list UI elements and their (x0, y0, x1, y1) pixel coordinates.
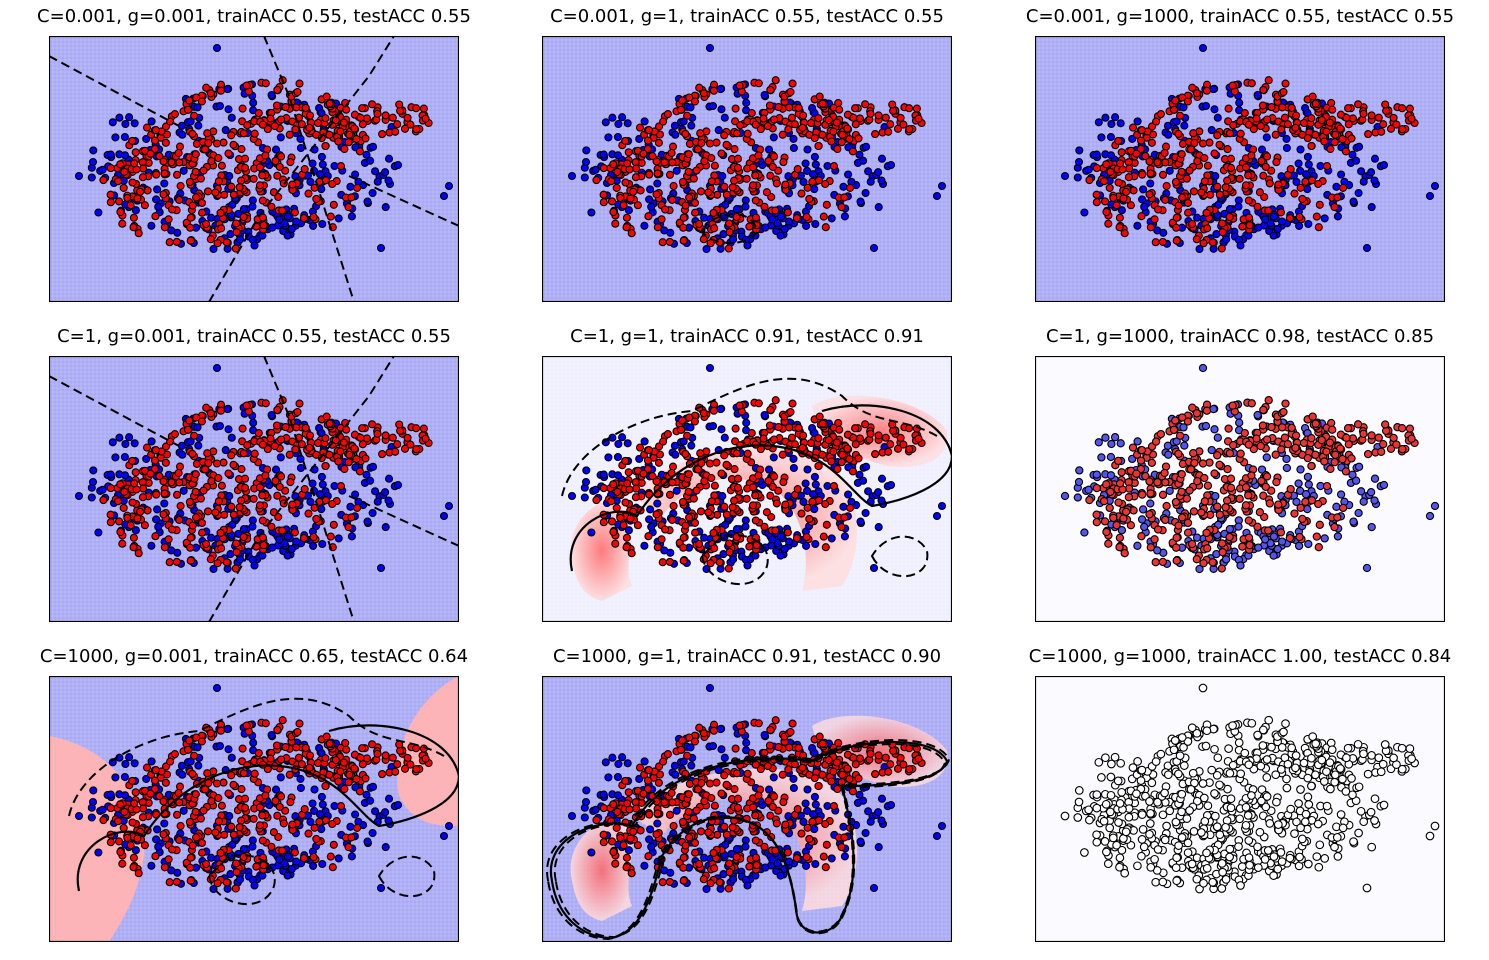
svm-subplot: C=0.001, g=1000, trainACC 0.55, testACC … (1026, 6, 1454, 302)
decision-boundary (561, 377, 952, 585)
decision-boundary (546, 739, 951, 940)
svm-subplot: C=0.001, g=0.001, trainACC 0.55, testACC… (37, 6, 471, 302)
subplot-axes (542, 676, 952, 942)
svm-subplot: C=1, g=0.001, trainACC 0.55, testACC 0.5… (49, 326, 459, 622)
scatter-points (74, 43, 454, 254)
subplot-title: C=0.001, g=1000, trainACC 0.55, testACC … (1025, 6, 1455, 27)
decision-boundary (68, 697, 459, 905)
subplot-title: C=1, g=1, trainACC 0.91, testACC 0.91 (570, 326, 924, 347)
subplot-axes (1035, 356, 1445, 622)
subplot-axes (49, 36, 459, 302)
subplot-axes (49, 676, 459, 942)
svm-subplot: C=1, g=1, trainACC 0.91, testACC 0.91 (542, 326, 952, 622)
subplot-axes (542, 36, 952, 302)
subplot-title: C=0.001, g=0.001, trainACC 0.55, testACC… (37, 6, 471, 27)
subplot-axes (49, 356, 459, 622)
scatter-points (1060, 683, 1440, 894)
axes-frame (49, 36, 459, 302)
svm-subplot: C=1000, g=0.001, trainACC 0.65, testACC … (40, 646, 468, 942)
decision-boundary (49, 356, 459, 622)
axes-frame (542, 676, 952, 942)
subplot-title: C=1000, g=1000, trainACC 1.00, testACC 0… (1028, 646, 1452, 667)
axes-frame (542, 356, 952, 622)
decision-boundary (49, 36, 459, 302)
axes-frame (1035, 36, 1445, 302)
decision-background (49, 36, 459, 302)
scatter-points (74, 683, 454, 894)
axes-frame (49, 356, 459, 622)
svm-subplot: C=1000, g=1, trainACC 0.91, testACC 0.90 (542, 646, 952, 942)
subplot-title: C=1000, g=1, trainACC 0.91, testACC 0.90 (552, 646, 942, 667)
axes-frame (1035, 356, 1445, 622)
subplot-title: C=0.001, g=1, trainACC 0.55, testACC 0.5… (550, 6, 944, 27)
subplot-axes (542, 356, 952, 622)
scatter-points (74, 363, 454, 574)
svm-subplot: C=0.001, g=1, trainACC 0.55, testACC 0.5… (542, 6, 952, 302)
decision-background (49, 676, 459, 942)
scatter-points (1060, 363, 1440, 574)
svm-subplot: C=1, g=1000, trainACC 0.98, testACC 0.85 (1035, 326, 1445, 622)
scatter-points (567, 43, 947, 254)
subplot-title: C=1, g=1000, trainACC 0.98, testACC 0.85 (1045, 326, 1435, 347)
subplot-axes (1035, 676, 1445, 942)
svm-subplot: C=1000, g=1000, trainACC 1.00, testACC 0… (1029, 646, 1451, 942)
decision-boundary (700, 213, 759, 244)
scatter-points (567, 363, 947, 574)
subplot-title: C=1, g=0.001, trainACC 0.55, testACC 0.5… (57, 326, 451, 347)
subplot-axes (1035, 36, 1445, 302)
scatter-points (1060, 43, 1440, 254)
axes-frame (1035, 676, 1445, 942)
axes-frame (49, 676, 459, 942)
axes-frame (542, 36, 952, 302)
subplot-title: C=1000, g=0.001, trainACC 0.65, testACC … (39, 646, 469, 667)
scatter-points (567, 683, 947, 894)
